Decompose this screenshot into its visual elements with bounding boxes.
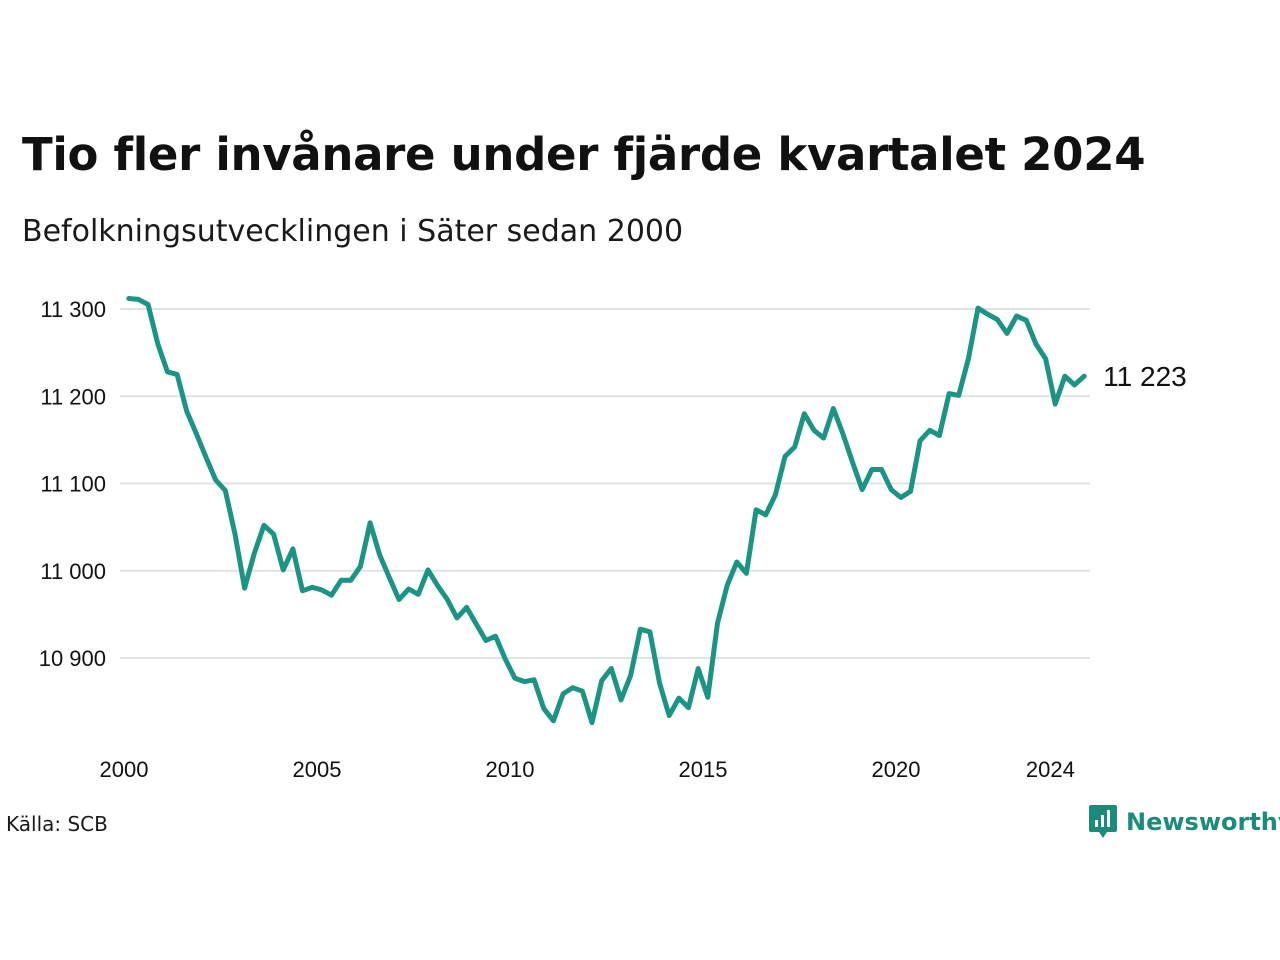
x-tick-label: 2015 xyxy=(679,757,728,782)
y-tick-label: 11 200 xyxy=(40,384,106,409)
gridlines xyxy=(120,308,1090,659)
x-axis-ticks: 2000 2005 2010 2015 2020 2024 xyxy=(100,757,1075,782)
x-tick-label: 2000 xyxy=(100,757,149,782)
series-layer xyxy=(126,296,1087,726)
x-tick-label: 2024 xyxy=(1026,757,1075,782)
y-tick-label: 11 000 xyxy=(40,559,106,584)
x-tick-label: 2010 xyxy=(486,757,535,782)
series-line xyxy=(126,296,1087,726)
y-tick-label: 11 100 xyxy=(40,472,106,497)
chart-title: Tio fler invånare under fjärde kvartalet… xyxy=(22,128,1146,181)
newsworthy-logo: Newsworthy xyxy=(1088,804,1280,840)
x-tick-label: 2005 xyxy=(293,757,342,782)
y-tick-label: 10 900 xyxy=(39,646,106,671)
newsworthy-logo-icon xyxy=(1089,805,1117,838)
y-tick-label: 11 300 xyxy=(40,297,106,322)
source-note: Källa: SCB xyxy=(6,812,108,836)
x-tick-label: 2020 xyxy=(872,757,921,782)
brand-name: Newsworthy xyxy=(1126,808,1280,836)
y-axis-ticks: 10 900 11 000 11 100 11 200 11 300 xyxy=(39,297,106,671)
end-value-label: 11 223 xyxy=(1103,361,1187,392)
chart-subtitle: Befolkningsutvecklingen i Säter sedan 20… xyxy=(22,214,684,249)
